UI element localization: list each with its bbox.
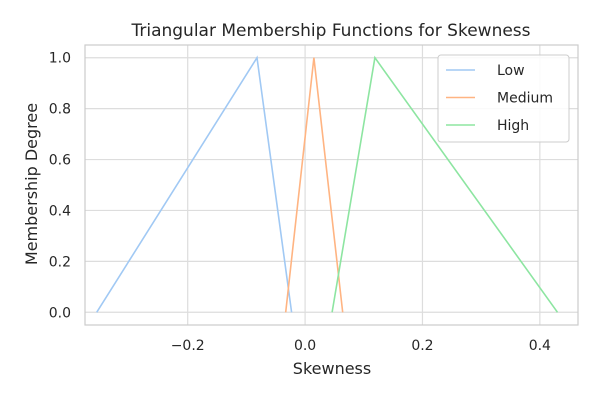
y-ticks: 0.0 0.2 0.4 0.6 0.8 1.0	[49, 51, 71, 322]
y-tick-label: 0.0	[49, 305, 71, 321]
legend-box	[437, 54, 570, 143]
legend-label: Low	[497, 63, 525, 79]
y-tick-label: 0.6	[49, 153, 71, 169]
series-line-high	[331, 55, 559, 313]
plot-frame	[84, 44, 579, 326]
y-axis-label: Membership Degree	[22, 103, 41, 265]
x-tick-label: 0.2	[411, 338, 433, 354]
x-tick-label: −0.2	[171, 338, 205, 354]
legend-label: High	[497, 118, 529, 134]
x-tick-label: 0.0	[294, 338, 316, 354]
y-tick-label: 0.4	[49, 203, 71, 219]
x-tick-label: 0.4	[529, 338, 551, 354]
chart-title: Triangular Membership Functions for Skew…	[130, 21, 530, 41]
legend-label: Medium	[497, 91, 553, 107]
x-axis-label: Skewness	[293, 359, 371, 378]
series-lines	[96, 55, 559, 313]
y-tick-label: 0.2	[49, 254, 71, 270]
y-tick-label: 1.0	[49, 51, 71, 67]
y-tick-label: 0.8	[49, 102, 71, 118]
series-line-low	[96, 55, 293, 313]
x-ticks: −0.2 0.0 0.2 0.4	[171, 338, 551, 354]
legend: Low Medium High	[437, 54, 570, 143]
series-line-medium	[284, 57, 344, 313]
